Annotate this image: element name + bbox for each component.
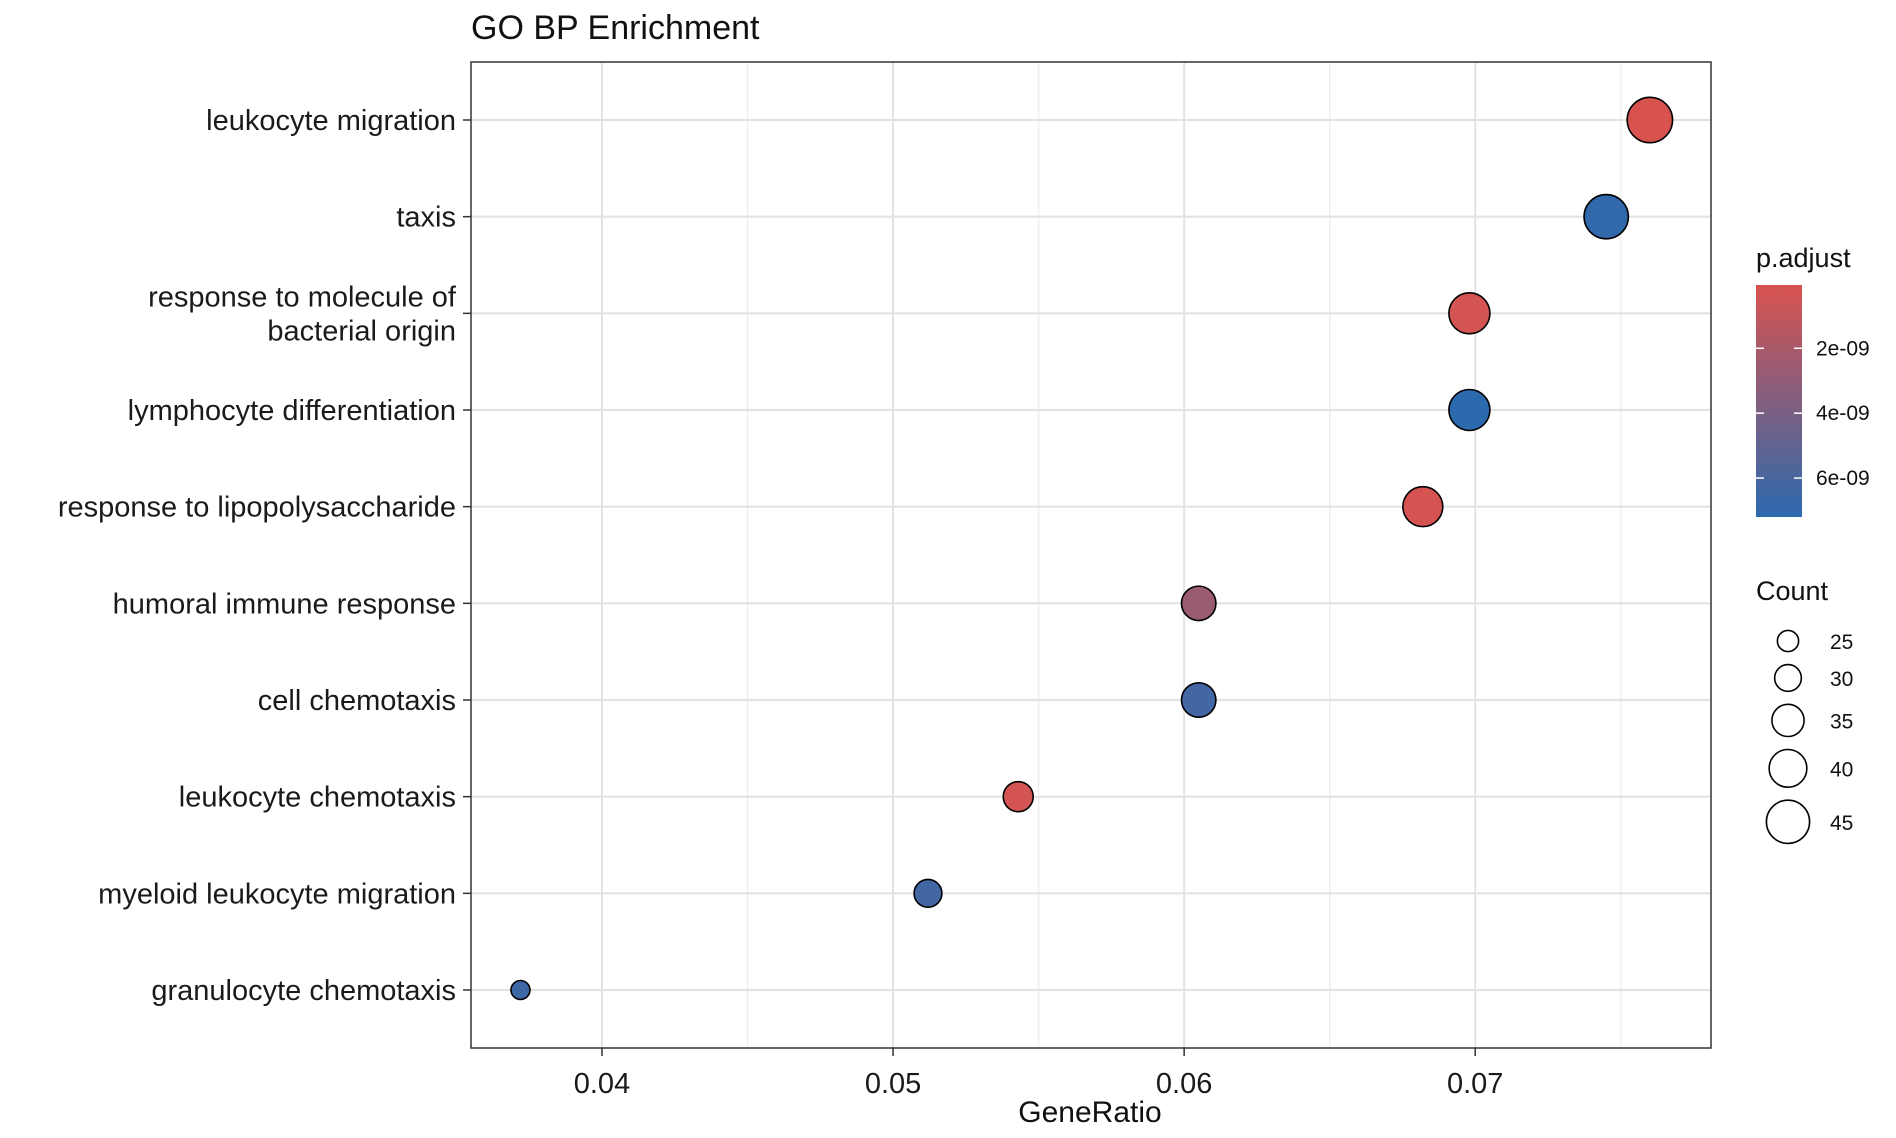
data-point (1002, 780, 1035, 813)
data-point (1180, 585, 1217, 622)
data-point (1180, 681, 1217, 718)
size-legend-title: Count (1756, 576, 1829, 606)
data-point (1626, 96, 1674, 144)
size-legend-key (1771, 703, 1805, 738)
y-tick-label: taxis (396, 202, 456, 234)
grid-lines (471, 62, 1711, 1048)
size-legend-label: 25 (1830, 631, 1853, 654)
color-legend-gradient-bar (1756, 285, 1802, 517)
size-legend-key (1773, 663, 1803, 693)
y-tick-label: cell chemotaxis (258, 685, 456, 717)
y-tick-label: leukocyte chemotaxis (179, 782, 456, 814)
color-legend-label: 4e-09 (1816, 402, 1870, 425)
color-legend-title: p.adjust (1756, 243, 1851, 273)
chart-title: GO BP Enrichment (471, 9, 760, 47)
y-tick-label: response to molecule of (148, 281, 457, 313)
size-legend: Count 25 30 35 40 45 (1756, 576, 1853, 845)
y-tick-label: response to lipopolysaccharide (58, 492, 456, 524)
data-point (1583, 193, 1630, 240)
y-tick-label: humoral immune response (113, 588, 456, 620)
color-legend-label: 6e-09 (1816, 467, 1870, 490)
x-tick-label: 0.07 (1447, 1068, 1503, 1100)
size-legend-key (1765, 799, 1811, 845)
data-point (913, 878, 943, 909)
size-legend-label: 40 (1830, 758, 1853, 781)
plot-panel-border (470, 61, 1712, 1049)
size-legend-label: 35 (1830, 710, 1853, 733)
data-point (1448, 292, 1491, 335)
x-axis-title: GeneRatio (1018, 1096, 1161, 1129)
data-point (510, 979, 531, 1001)
y-axis: leukocyte migration taxis response to mole… (58, 105, 471, 1007)
y-tick-label: lymphocyte differentiation (128, 395, 456, 427)
color-legend-label: 2e-09 (1816, 337, 1870, 360)
x-tick-label: 0.04 (574, 1068, 630, 1100)
data-points (510, 96, 1674, 1001)
size-legend-key (1776, 629, 1800, 653)
y-tick-label: granulocyte chemotaxis (151, 975, 456, 1007)
color-legend: p.adjust 2e-09 4e-09 6e-09 (1756, 243, 1870, 517)
size-legend-label: 30 (1830, 668, 1853, 691)
y-tick-label: bacterial origin (267, 315, 456, 347)
y-tick-label: myeloid leukocyte migration (98, 878, 456, 910)
data-point (1448, 388, 1491, 432)
size-legend-label: 45 (1830, 812, 1853, 835)
x-tick-label: 0.06 (1156, 1068, 1212, 1100)
data-point (1402, 485, 1444, 528)
x-axis: 0.04 0.05 0.06 0.07 (574, 1048, 1503, 1100)
x-tick-label: 0.05 (865, 1068, 921, 1100)
y-tick-label: leukocyte migration (206, 105, 456, 137)
size-legend-key (1768, 748, 1808, 789)
